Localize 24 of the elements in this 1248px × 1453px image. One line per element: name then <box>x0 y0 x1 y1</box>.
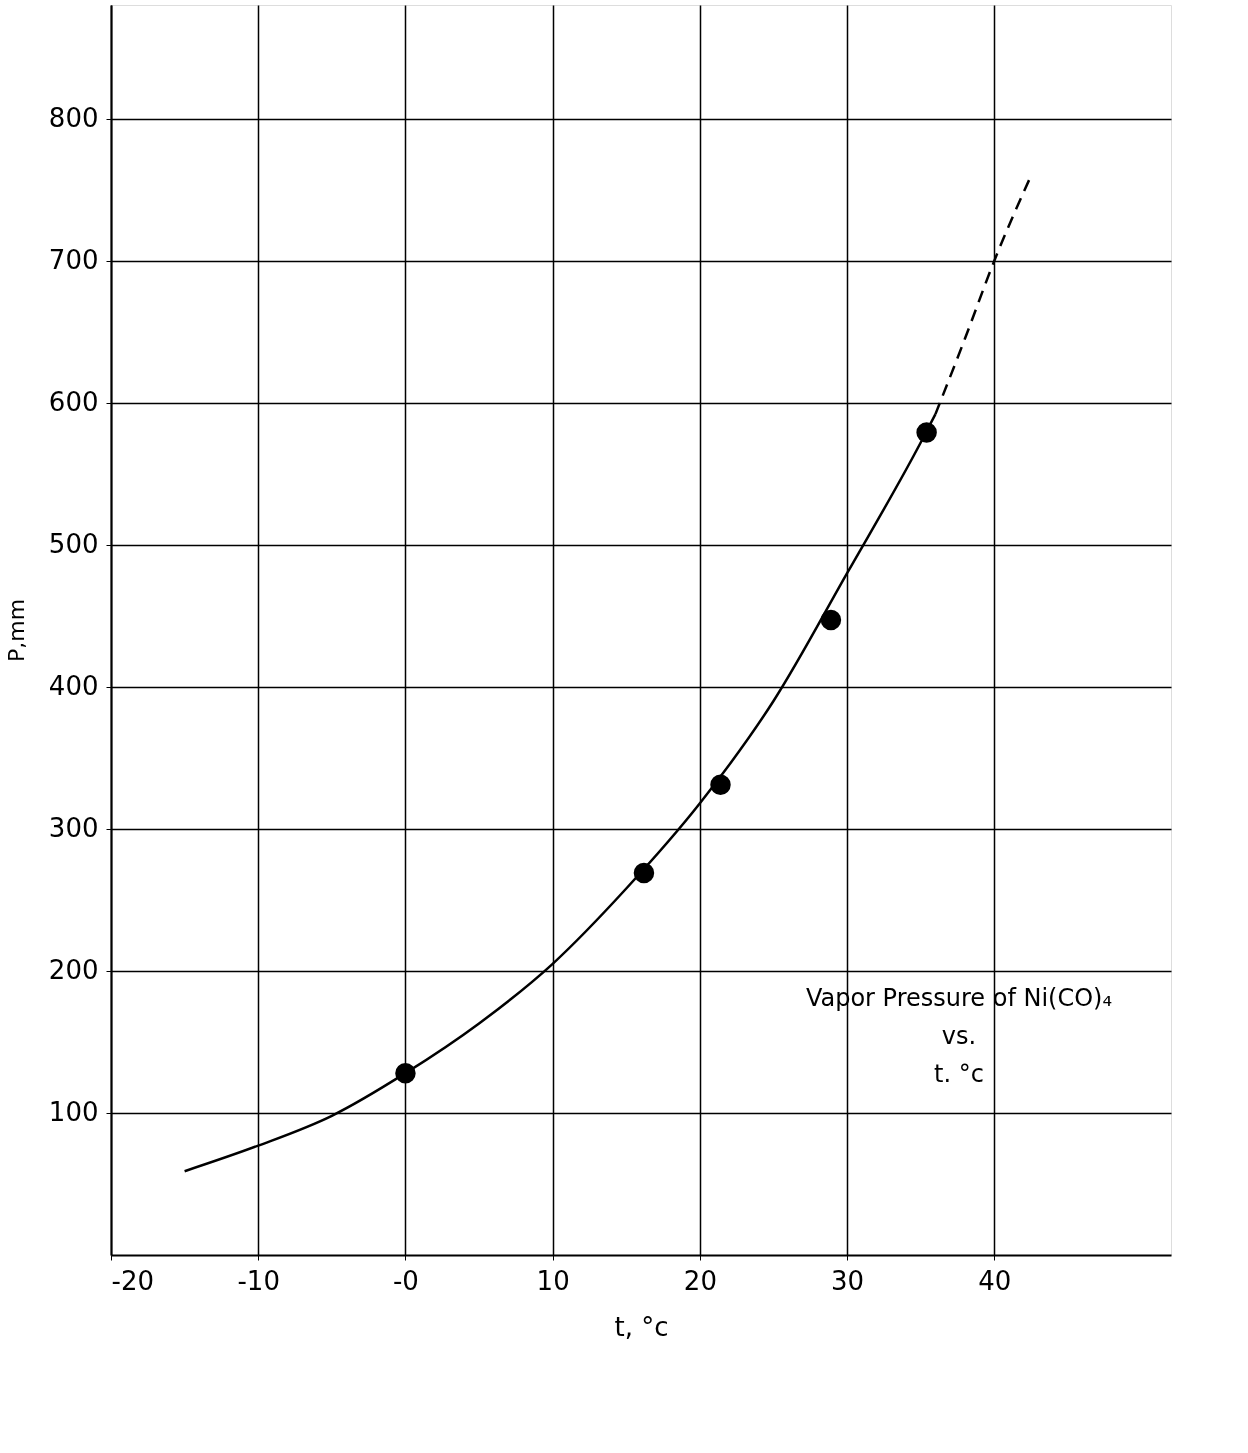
x-tick-label: -0 <box>392 1265 419 1296</box>
x-tick-label: 40 <box>978 1265 1012 1296</box>
point <box>820 609 842 631</box>
y-tick-label: 700 <box>48 245 99 276</box>
annotation: t. °c <box>934 1059 984 1088</box>
point <box>633 862 655 884</box>
x-tick-label: 20 <box>683 1265 717 1296</box>
y-tick-label: 500 <box>48 529 99 560</box>
x-tick-label: -20 <box>111 1265 154 1296</box>
x-tick-label: -10 <box>237 1265 280 1296</box>
y-axis-title: P,mm <box>3 598 29 663</box>
x-tick-label: 10 <box>536 1265 570 1296</box>
y-tick-label: 600 <box>48 387 99 418</box>
point <box>916 422 937 443</box>
x-tick-label: 30 <box>831 1265 865 1296</box>
y-tick-label: 400 <box>48 671 99 702</box>
y-tick-label: 800 <box>48 103 99 134</box>
point <box>395 1062 416 1084</box>
x-axis-title: t, °c <box>614 1311 669 1342</box>
y-tick-label: 100 <box>48 1097 99 1128</box>
annotation: vs. <box>941 1021 977 1050</box>
y-tick-label: 200 <box>48 955 99 986</box>
y-tick-label: 300 <box>48 813 99 844</box>
point <box>710 774 731 796</box>
